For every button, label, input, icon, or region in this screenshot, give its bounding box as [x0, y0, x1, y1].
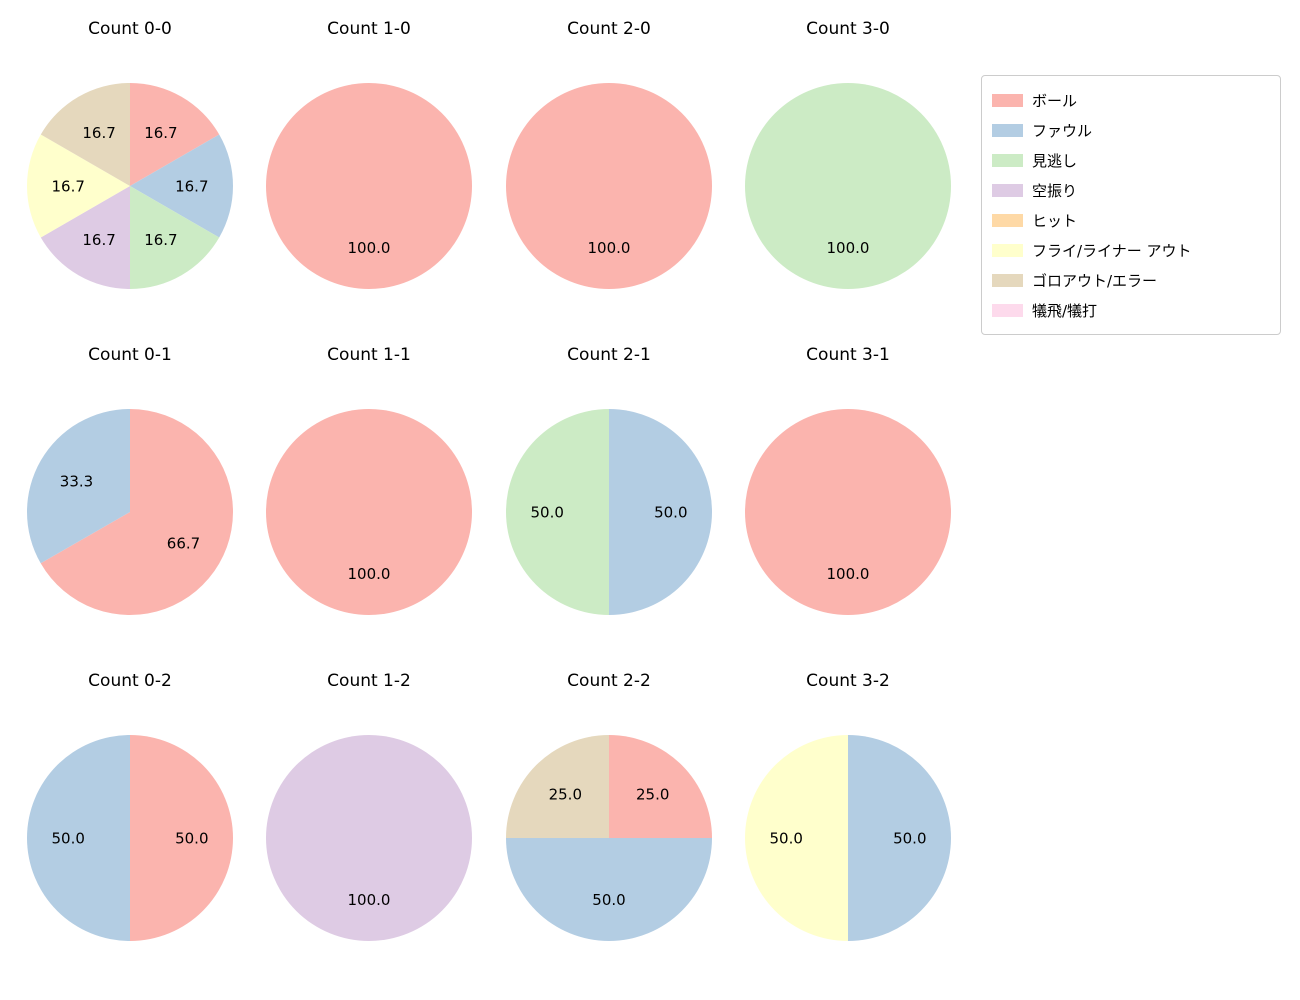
pie-chart-cell-count-3-2: Count 3-2 50.0 50.0 [718, 666, 978, 948]
chart-title: Count 0-2 [88, 671, 172, 691]
legend-label: ヒット [1032, 211, 1078, 230]
legend-swatch-foul [992, 123, 1023, 137]
legend-item: ボール [992, 85, 1270, 115]
svg-text:16.7: 16.7 [82, 231, 115, 249]
legend: ボール ファウル 見逃し 空振り ヒット フライ/ライナー アウト ゴロアウト/… [981, 75, 1281, 335]
chart-title: Count 3-1 [806, 345, 890, 365]
legend-label: 空振り [1032, 181, 1078, 200]
svg-text:16.7: 16.7 [82, 124, 115, 142]
pie-chart: 16.7 16.7 16.7 16.7 16.7 16.7 [20, 76, 240, 296]
pie-chart-cell-count-2-2: Count 2-2 25.0 50.0 25.0 [479, 666, 739, 948]
legend-item: 見逃し [992, 145, 1270, 175]
svg-text:16.7: 16.7 [175, 177, 208, 195]
svg-text:16.7: 16.7 [144, 124, 177, 142]
legend-label: フライ/ライナー アウト [1032, 241, 1192, 260]
svg-text:100.0: 100.0 [588, 239, 631, 257]
chart-title: Count 1-2 [327, 671, 411, 691]
svg-text:50.0: 50.0 [592, 891, 625, 909]
svg-text:100.0: 100.0 [827, 565, 870, 583]
chart-title: Count 1-1 [327, 345, 411, 365]
pie-chart-cell-count-3-1: Count 3-1 100.0 [718, 340, 978, 622]
svg-text:100.0: 100.0 [348, 891, 391, 909]
pie-chart: 50.0 50.0 [499, 402, 719, 622]
pie-chart: 100.0 [259, 402, 479, 622]
svg-text:50.0: 50.0 [769, 829, 802, 847]
svg-text:66.7: 66.7 [167, 534, 200, 552]
svg-text:16.7: 16.7 [51, 177, 84, 195]
pie-chart: 100.0 [259, 76, 479, 296]
legend-label: 犠飛/犠打 [1032, 301, 1098, 320]
pie-chart-cell-count-2-1: Count 2-1 50.0 50.0 [479, 340, 739, 622]
chart-title: Count 2-1 [567, 345, 651, 365]
pie-chart-cell-count-1-1: Count 1-1 100.0 [239, 340, 499, 622]
pie-chart-cell-count-0-0: Count 0-0 16.7 16.7 16.7 16.7 16.7 16.7 [0, 14, 260, 296]
pie-chart: 25.0 50.0 25.0 [499, 728, 719, 948]
legend-swatch-swinging-strike [992, 183, 1023, 197]
legend-label: 見逃し [1032, 151, 1078, 170]
svg-text:16.7: 16.7 [144, 231, 177, 249]
legend-swatch-called-strike [992, 153, 1023, 167]
legend-item: フライ/ライナー アウト [992, 235, 1270, 265]
svg-text:50.0: 50.0 [654, 503, 687, 521]
pie-chart: 100.0 [738, 402, 958, 622]
svg-text:50.0: 50.0 [893, 829, 926, 847]
pie-chart-cell-count-0-1: Count 0-1 66.7 33.3 [0, 340, 260, 622]
pie-chart-cell-count-2-0: Count 2-0 100.0 [479, 14, 739, 296]
svg-text:25.0: 25.0 [549, 786, 582, 804]
legend-swatch-sacrifice [992, 303, 1023, 317]
svg-text:50.0: 50.0 [51, 829, 84, 847]
pie-chart-cell-count-1-0: Count 1-0 100.0 [239, 14, 499, 296]
legend-label: ゴロアウト/エラー [1032, 271, 1158, 290]
svg-text:100.0: 100.0 [827, 239, 870, 257]
svg-text:100.0: 100.0 [348, 565, 391, 583]
legend-swatch-groundout-error [992, 273, 1023, 287]
legend-item: ファウル [992, 115, 1270, 145]
legend-swatch-fly-liner-out [992, 243, 1023, 257]
pie-chart-cell-count-3-0: Count 3-0 100.0 [718, 14, 978, 296]
chart-title: Count 3-0 [806, 19, 890, 39]
pie-chart-cell-count-0-2: Count 0-2 50.0 50.0 [0, 666, 260, 948]
chart-title: Count 1-0 [327, 19, 411, 39]
pie-chart: 100.0 [259, 728, 479, 948]
svg-text:50.0: 50.0 [175, 829, 208, 847]
pie-chart: 100.0 [499, 76, 719, 296]
chart-title: Count 3-2 [806, 671, 890, 691]
chart-title: Count 2-2 [567, 671, 651, 691]
legend-swatch-hit [992, 213, 1023, 227]
pie-chart: 100.0 [738, 76, 958, 296]
svg-text:33.3: 33.3 [60, 472, 93, 490]
svg-text:50.0: 50.0 [530, 503, 563, 521]
pie-chart: 50.0 50.0 [20, 728, 240, 948]
chart-title: Count 0-0 [88, 19, 172, 39]
pie-chart: 66.7 33.3 [20, 402, 240, 622]
legend-item: 犠飛/犠打 [992, 295, 1270, 325]
svg-text:100.0: 100.0 [348, 239, 391, 257]
legend-item: ヒット [992, 205, 1270, 235]
chart-title: Count 2-0 [567, 19, 651, 39]
legend-item: ゴロアウト/エラー [992, 265, 1270, 295]
svg-text:25.0: 25.0 [636, 786, 669, 804]
legend-label: ボール [1032, 91, 1078, 110]
legend-label: ファウル [1032, 121, 1093, 140]
pie-chart: 50.0 50.0 [738, 728, 958, 948]
legend-swatch-ball [992, 93, 1023, 107]
chart-title: Count 0-1 [88, 345, 172, 365]
pie-chart-cell-count-1-2: Count 1-2 100.0 [239, 666, 499, 948]
legend-item: 空振り [992, 175, 1270, 205]
